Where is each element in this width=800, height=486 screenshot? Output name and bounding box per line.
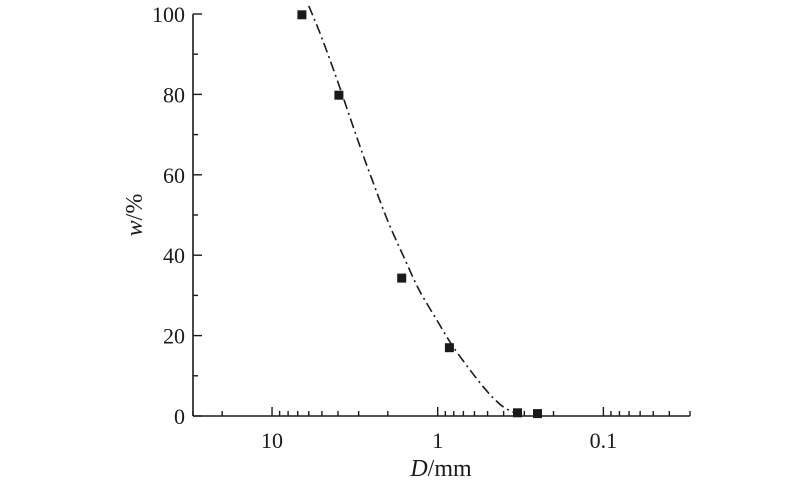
- y-axis-label: w/%: [122, 194, 148, 237]
- axes: 0 20 40 60 80 100 10 1 0.1: [152, 2, 691, 453]
- x-tick-label: 10: [261, 428, 283, 453]
- y-tick-label: 80: [163, 82, 185, 107]
- y-axis-label-unit: /%: [122, 194, 148, 221]
- fit-curve-group: [308, 5, 525, 416]
- x-tick-label: 0.1: [590, 428, 618, 453]
- y-tick-label: 60: [163, 163, 185, 188]
- x-axis-label-var: D: [409, 456, 427, 482]
- axis-labels: D/mm w/%: [122, 194, 472, 482]
- y-axis-label-var: w: [122, 220, 148, 236]
- x-tick-label: 1: [432, 428, 443, 453]
- data-point: [297, 10, 307, 20]
- data-point: [334, 90, 344, 100]
- y-tick-label: 100: [152, 2, 185, 27]
- data-point: [513, 408, 522, 418]
- x-axis-label: D/mm: [409, 456, 472, 482]
- x-axis-label-unit: /mm: [428, 456, 472, 482]
- data-points: [297, 10, 542, 419]
- data-point: [444, 343, 454, 353]
- fit-curve: [308, 5, 525, 416]
- data-point: [397, 273, 407, 283]
- data-point: [533, 409, 542, 419]
- y-tick-label: 40: [163, 243, 185, 268]
- y-tick-label: 20: [163, 324, 185, 349]
- y-tick-label: 0: [174, 404, 185, 429]
